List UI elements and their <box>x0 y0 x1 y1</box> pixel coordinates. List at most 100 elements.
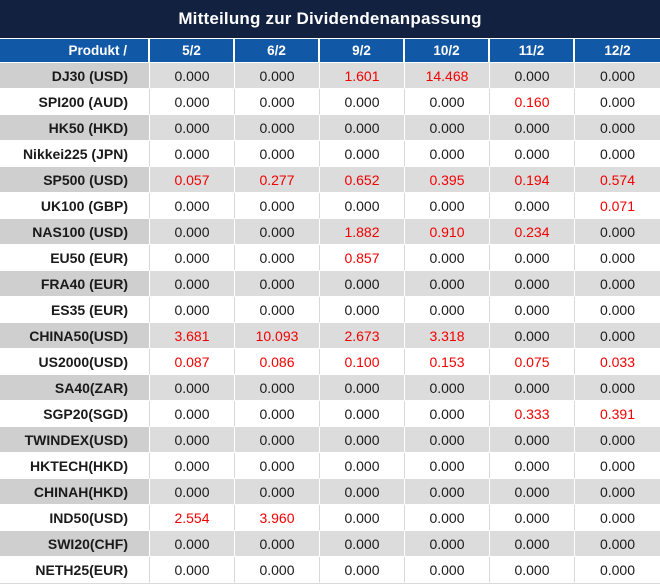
value-cell: 0.000 <box>235 63 320 89</box>
value-cell: 0.857 <box>320 245 405 271</box>
product-cell: SP500 (USD) <box>0 167 150 193</box>
product-cell: SA40(ZAR) <box>0 375 150 401</box>
value-cell: 0.000 <box>320 557 405 583</box>
value-cell: 0.000 <box>490 271 575 297</box>
value-cell: 0.000 <box>320 479 405 505</box>
table-row: EU50 (EUR) 0.000 0.000 0.857 0.000 0.000 0.000 <box>0 245 660 271</box>
table-row: SGP20(SGD) 0.000 0.000 0.000 0.000 0.333 0.391 <box>0 401 660 427</box>
date-column-header: 11/2 <box>490 39 575 63</box>
value-cell: 0.910 <box>405 219 490 245</box>
product-cell: NAS100 (USD) <box>0 219 150 245</box>
value-cell: 0.000 <box>575 479 660 505</box>
value-cell: 0.000 <box>405 141 490 167</box>
product-cell: NETH25(EUR) <box>0 557 150 583</box>
value-cell: 0.000 <box>405 401 490 427</box>
product-cell: HK50 (HKD) <box>0 115 150 141</box>
product-cell: UK100 (GBP) <box>0 193 150 219</box>
value-cell: 0.000 <box>235 479 320 505</box>
table-row: SWI20(CHF) 0.000 0.000 0.000 0.000 0.000 0.000 <box>0 531 660 557</box>
value-cell: 0.000 <box>490 193 575 219</box>
value-cell: 0.000 <box>320 193 405 219</box>
value-cell: 0.000 <box>490 505 575 531</box>
value-cell: 0.000 <box>235 427 320 453</box>
value-cell: 0.333 <box>490 401 575 427</box>
product-cell: DJ30 (USD) <box>0 63 150 89</box>
value-cell: 0.000 <box>405 297 490 323</box>
value-cell: 0.000 <box>405 271 490 297</box>
value-cell: 0.000 <box>235 453 320 479</box>
value-cell: 0.000 <box>320 115 405 141</box>
table-row: FRA40 (EUR) 0.000 0.000 0.000 0.000 0.000 0.00… <box>0 271 660 297</box>
value-cell: 0.000 <box>235 531 320 557</box>
title-bar: Mitteilung zur Dividendenanpassung <box>0 0 660 39</box>
date-column-header: 6/2 <box>235 39 320 63</box>
page-title: Mitteilung zur Dividendenanpassung <box>178 9 482 28</box>
value-cell: 0.153 <box>405 349 490 375</box>
table-row: SPI200 (AUD) 0.000 0.000 0.000 0.000 0.160 0.0… <box>0 89 660 115</box>
value-cell: 0.000 <box>405 505 490 531</box>
table-row: CHINAH(HKD) 0.000 0.000 0.000 0.000 0.000 0.00… <box>0 479 660 505</box>
value-cell: 0.000 <box>235 557 320 583</box>
value-cell: 0.000 <box>320 271 405 297</box>
value-cell: 0.000 <box>320 427 405 453</box>
table-row: SP500 (USD) 0.057 0.277 0.652 0.395 0.194 0.57… <box>0 167 660 193</box>
value-cell: 0.000 <box>405 115 490 141</box>
product-column-header: Produkt / <box>0 39 150 63</box>
value-cell: 0.000 <box>320 141 405 167</box>
value-cell: 0.000 <box>235 271 320 297</box>
value-cell: 0.000 <box>575 89 660 115</box>
value-cell: 0.000 <box>490 531 575 557</box>
value-cell: 0.000 <box>575 375 660 401</box>
product-cell: US2000(USD) <box>0 349 150 375</box>
value-cell: 0.000 <box>575 297 660 323</box>
product-cell: Nikkei225 (JPN) <box>0 141 150 167</box>
value-cell: 0.000 <box>235 245 320 271</box>
value-cell: 14.468 <box>405 63 490 89</box>
value-cell: 0.574 <box>575 167 660 193</box>
value-cell: 0.000 <box>235 141 320 167</box>
date-column-header: 10/2 <box>405 39 490 63</box>
value-cell: 0.000 <box>320 89 405 115</box>
value-cell: 0.071 <box>575 193 660 219</box>
value-cell: 0.000 <box>320 297 405 323</box>
value-cell: 0.000 <box>575 323 660 349</box>
value-cell: 0.000 <box>150 557 235 583</box>
product-cell: CHINA50(USD) <box>0 323 150 349</box>
table-row: CHINA50(USD) 3.681 10.093 2.673 3.318 0.000 0.… <box>0 323 660 349</box>
value-cell: 0.000 <box>150 271 235 297</box>
value-cell: 0.000 <box>235 297 320 323</box>
value-cell: 0.000 <box>405 557 490 583</box>
date-column-header: 5/2 <box>150 39 235 63</box>
value-cell: 0.000 <box>320 401 405 427</box>
value-cell: 0.086 <box>235 349 320 375</box>
value-cell: 0.000 <box>575 63 660 89</box>
value-cell: 0.000 <box>235 401 320 427</box>
value-cell: 0.000 <box>235 219 320 245</box>
table-row: UK100 (GBP) 0.000 0.000 0.000 0.000 0.000 0.07… <box>0 193 660 219</box>
table-body: DJ30 (USD) 0.000 0.000 1.601 14.468 0.000 0.00… <box>0 63 660 583</box>
value-cell: 0.000 <box>320 531 405 557</box>
value-cell: 0.000 <box>490 375 575 401</box>
dividend-table: Produkt /5/2 6/2 9/2 10/2 11/2 12/2 DJ30 (USD… <box>0 39 660 583</box>
value-cell: 0.000 <box>405 479 490 505</box>
value-cell: 0.000 <box>575 271 660 297</box>
value-cell: 0.000 <box>490 63 575 89</box>
table-row: Nikkei225 (JPN) 0.000 0.000 0.000 0.000 0.000… <box>0 141 660 167</box>
table-row: HK50 (HKD) 0.000 0.000 0.000 0.000 0.000 0.000 <box>0 115 660 141</box>
value-cell: 0.000 <box>405 531 490 557</box>
value-cell: 0.000 <box>575 505 660 531</box>
value-cell: 0.000 <box>235 115 320 141</box>
value-cell: 0.000 <box>405 375 490 401</box>
value-cell: 0.000 <box>575 219 660 245</box>
value-cell: 0.000 <box>235 193 320 219</box>
value-cell: 0.000 <box>150 89 235 115</box>
table-row: NAS100 (USD) 0.000 0.000 1.882 0.910 0.234 0.0… <box>0 219 660 245</box>
value-cell: 0.000 <box>490 297 575 323</box>
value-cell: 3.681 <box>150 323 235 349</box>
value-cell: 0.000 <box>150 63 235 89</box>
value-cell: 1.601 <box>320 63 405 89</box>
value-cell: 0.395 <box>405 167 490 193</box>
value-cell: 3.318 <box>405 323 490 349</box>
value-cell: 0.652 <box>320 167 405 193</box>
value-cell: 0.194 <box>490 167 575 193</box>
